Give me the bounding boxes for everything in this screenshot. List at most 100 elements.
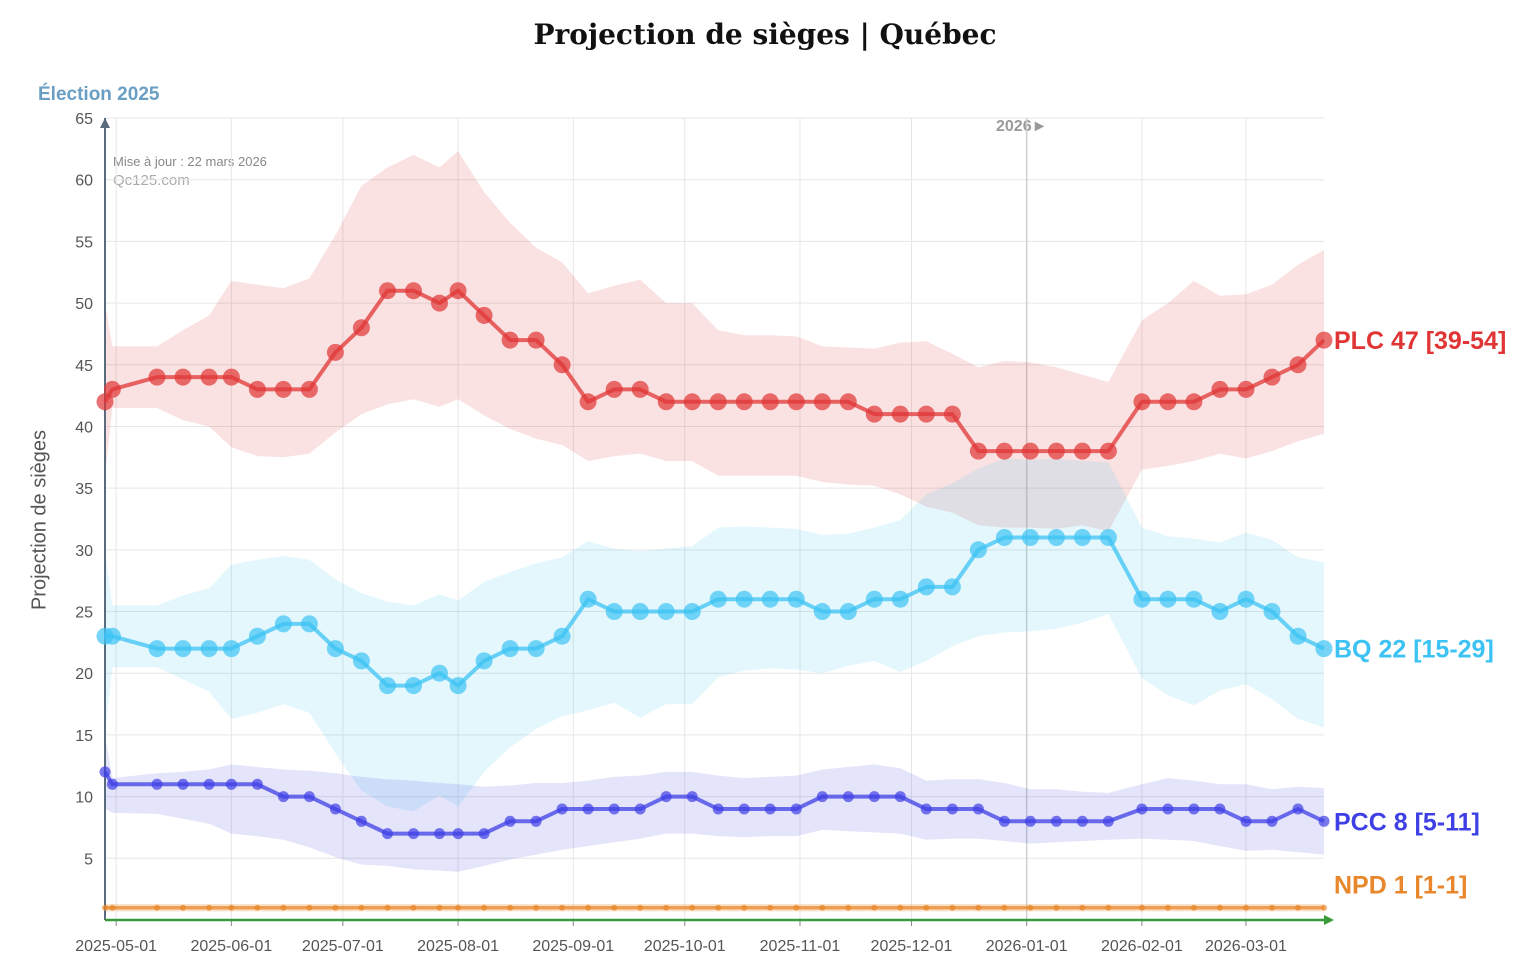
point-plc — [553, 356, 571, 374]
point-plc — [605, 380, 623, 398]
point-plc — [200, 368, 218, 386]
point-pcc — [408, 828, 419, 840]
point-bq — [501, 640, 519, 658]
point-pcc — [277, 791, 289, 803]
point-plc — [103, 380, 121, 398]
point-bq — [761, 590, 779, 608]
point-pcc — [634, 803, 646, 815]
axes: 5 10 15 20 25 30 35 40 45 50 55 60 65 2025-05-01 2025-… — [75, 111, 1334, 955]
x-tick-label: 2026-03-01 — [1205, 938, 1287, 955]
point-pcc — [1292, 803, 1304, 815]
point-npd — [897, 904, 904, 911]
point-plc — [1185, 393, 1203, 411]
y-tick-label: 35 — [75, 481, 93, 498]
point-bq — [969, 541, 987, 559]
point-npd — [102, 904, 108, 911]
point-bq — [527, 640, 545, 658]
point-npd — [1190, 904, 1197, 911]
point-plc — [1263, 368, 1281, 386]
end-label-bq: BQ 22 [15-29] — [1334, 636, 1494, 664]
point-npd — [1243, 904, 1249, 911]
point-bq — [1099, 529, 1117, 546]
point-pcc — [790, 803, 802, 815]
point-bq — [103, 627, 121, 645]
point-plc — [709, 393, 727, 411]
point-plc — [891, 405, 909, 423]
band-bq — [105, 458, 1324, 812]
point-plc — [274, 380, 292, 398]
point-pcc — [530, 815, 542, 827]
x-tick-label: 2025-10-01 — [644, 938, 726, 955]
point-pcc — [1076, 815, 1088, 827]
y-tick-label: 60 — [75, 173, 93, 190]
point-npd — [845, 904, 852, 911]
point-bq — [148, 640, 166, 658]
point-npd — [332, 904, 339, 911]
point-plc — [449, 282, 467, 300]
point-npd — [559, 904, 566, 911]
point-pcc — [452, 828, 464, 840]
point-npd — [819, 904, 826, 911]
point-npd — [280, 904, 287, 911]
end-label-plc: PLC 47 [39-54] — [1334, 327, 1506, 355]
point-pcc — [764, 803, 776, 815]
year-marker: 2026► — [996, 118, 1048, 135]
x-tick-label: 2025-08-01 — [417, 938, 499, 955]
point-npd — [481, 904, 488, 911]
point-bq — [1073, 529, 1091, 546]
x-tick-label: 2025-05-01 — [75, 938, 157, 955]
point-plc — [1021, 442, 1039, 460]
point-pcc — [998, 815, 1010, 827]
y-tick-label: 65 — [75, 111, 93, 128]
point-bq — [1289, 627, 1307, 645]
point-pcc — [225, 778, 237, 790]
point-plc — [96, 393, 114, 411]
point-pcc — [946, 803, 958, 815]
point-npd — [306, 904, 313, 911]
point-bq — [709, 590, 727, 608]
point-plc — [405, 282, 422, 300]
point-plc — [431, 294, 448, 312]
confidence-bands — [105, 151, 1324, 912]
y-tick-label: 5 — [84, 851, 93, 868]
x-tick-label: 2025-12-01 — [871, 938, 953, 955]
x-tick-label: 2026-02-01 — [1101, 938, 1183, 955]
point-npd — [975, 904, 982, 911]
point-plc — [527, 331, 545, 349]
point-plc — [943, 405, 961, 423]
point-pcc — [106, 778, 118, 790]
point-pcc — [1024, 815, 1036, 827]
point-pcc — [556, 803, 568, 815]
point-plc — [1159, 393, 1177, 411]
point-pcc — [894, 791, 906, 803]
point-pcc — [382, 828, 393, 840]
y-tick-label: 15 — [75, 728, 93, 745]
x-tick-label: 2025-11-01 — [760, 938, 841, 955]
point-npd — [637, 904, 644, 911]
point-pcc — [868, 791, 880, 803]
series-end-labels: PLC 47 [39-54] BQ 22 [15-29] PCC 8 [5-11] N… — [1334, 327, 1506, 900]
point-pcc — [1240, 815, 1252, 827]
y-tick-label: 40 — [75, 419, 93, 436]
point-npd — [455, 904, 462, 911]
x-tick-label: 2025-07-01 — [302, 938, 384, 955]
end-label-npd: NPD 1 [1-1] — [1334, 872, 1467, 900]
point-plc — [865, 405, 883, 423]
point-bq — [943, 578, 961, 596]
point-npd — [767, 904, 774, 911]
point-plc — [1237, 380, 1255, 398]
point-npd — [1105, 904, 1112, 911]
point-plc — [352, 319, 370, 337]
point-plc — [787, 393, 805, 411]
point-pcc — [1188, 803, 1200, 815]
point-plc — [579, 393, 597, 411]
point-plc — [379, 282, 396, 300]
point-npd — [1053, 904, 1060, 911]
y-axis-arrow — [100, 118, 110, 128]
point-npd — [507, 904, 514, 911]
point-plc — [1211, 380, 1229, 398]
point-pcc — [329, 803, 341, 815]
point-plc — [631, 380, 649, 398]
point-bq — [1021, 529, 1039, 546]
point-bq — [683, 603, 701, 620]
